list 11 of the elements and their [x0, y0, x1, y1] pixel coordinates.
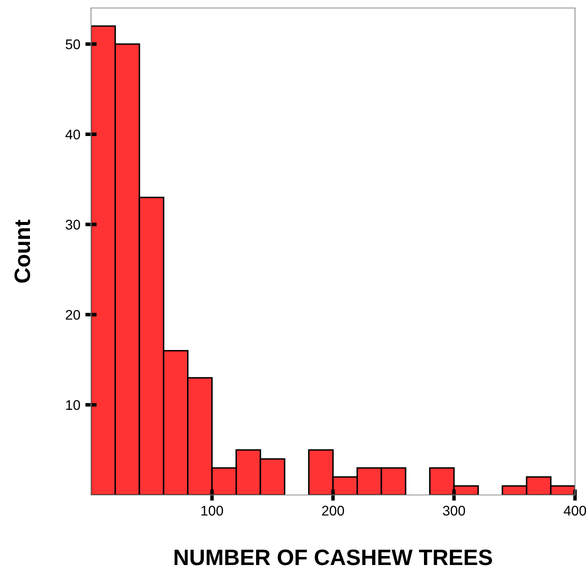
y-tick-label: 20 — [66, 310, 80, 320]
x-tick-label: 300 — [442, 506, 466, 516]
x-tick-label: 200 — [322, 506, 344, 516]
y-tick-label: 40 — [65, 130, 80, 140]
y-tick-label: 30 — [66, 220, 80, 230]
x-tick-label: 100 — [201, 506, 224, 516]
y-axis-title: Count — [14, 220, 30, 283]
x-tick-label: 400 — [564, 506, 586, 516]
x-axis-title: NUMBER OF CASHEW TREES — [174, 550, 492, 566]
y-tick-label: 10 — [66, 400, 80, 410]
y-tick-label: 50 — [66, 39, 80, 50]
